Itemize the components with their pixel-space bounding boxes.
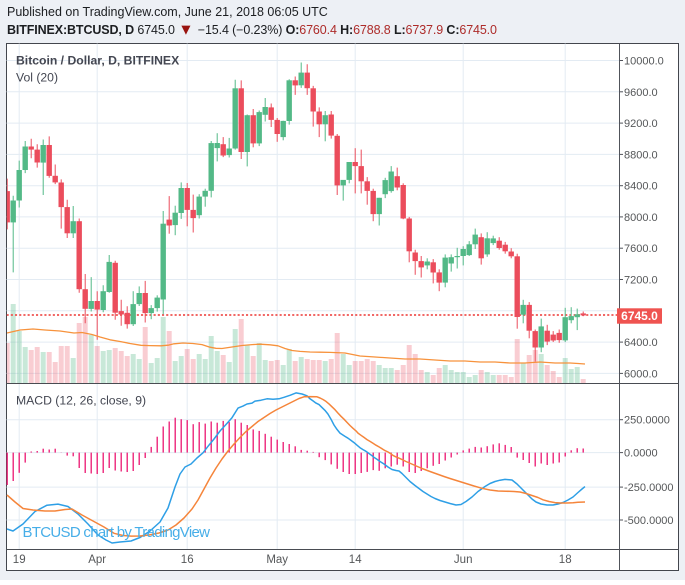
svg-text:6400.0: 6400.0	[624, 337, 658, 349]
svg-text:MACD (12, 26, close, 9): MACD (12, 26, close, 9)	[16, 394, 146, 408]
svg-text:10000.0: 10000.0	[624, 56, 664, 68]
svg-text:9600.0: 9600.0	[624, 87, 658, 99]
svg-text:7200.0: 7200.0	[624, 275, 658, 287]
svg-text:-250.0000: -250.0000	[624, 482, 674, 494]
svg-text:BITFINEX:BTCUSD, D 6745.0 ▼ −: BITFINEX:BTCUSD, D 6745.0 ▼ −15.4 (−0.23…	[7, 22, 497, 39]
svg-text:18: 18	[559, 554, 572, 566]
svg-text:250.0000: 250.0000	[624, 415, 670, 427]
svg-text:8400.0: 8400.0	[624, 181, 658, 193]
svg-text:8800.0: 8800.0	[624, 149, 658, 161]
svg-text:8000.0: 8000.0	[624, 212, 658, 224]
svg-text:Jun: Jun	[454, 554, 473, 566]
svg-text:19: 19	[13, 554, 26, 566]
svg-text:0.0000: 0.0000	[624, 448, 658, 460]
svg-text:6000.0: 6000.0	[624, 368, 658, 380]
svg-text:Bitcoin / Dollar, D, BITFINEX: Bitcoin / Dollar, D, BITFINEX	[16, 54, 180, 68]
svg-text:Apr: Apr	[88, 554, 106, 566]
svg-text:14: 14	[349, 554, 362, 566]
svg-text:7600.0: 7600.0	[624, 243, 658, 255]
svg-text:6745.0: 6745.0	[621, 309, 658, 323]
svg-text:9200.0: 9200.0	[624, 118, 658, 130]
svg-text:Published on TradingView.com,: Published on TradingView.com, June 21, 2…	[7, 5, 328, 19]
svg-text:-500.0000: -500.0000	[624, 515, 674, 527]
svg-text:May: May	[266, 554, 288, 566]
svg-text:16: 16	[181, 554, 194, 566]
svg-text:Vol (20): Vol (20)	[16, 71, 58, 85]
svg-text:BTCUSD chart by TradingView: BTCUSD chart by TradingView	[23, 524, 211, 541]
